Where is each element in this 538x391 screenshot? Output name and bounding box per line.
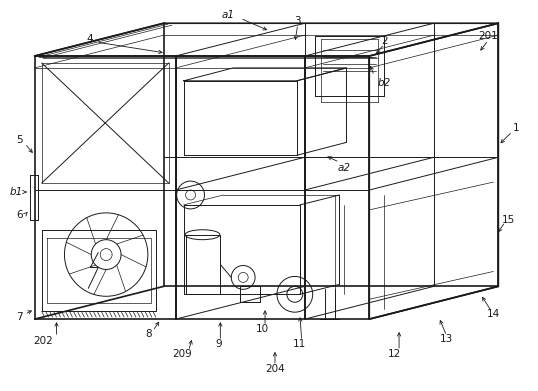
- Text: 14: 14: [487, 309, 500, 319]
- Text: b2: b2: [378, 78, 391, 88]
- Text: 13: 13: [440, 334, 454, 344]
- Text: 209: 209: [173, 349, 193, 359]
- Text: a2: a2: [338, 163, 351, 173]
- Text: b1: b1: [9, 187, 23, 197]
- Text: 1: 1: [513, 124, 520, 133]
- Text: 12: 12: [387, 349, 401, 359]
- Text: 3: 3: [294, 16, 301, 26]
- Text: 10: 10: [256, 324, 268, 334]
- Text: a1: a1: [222, 10, 235, 20]
- Text: 6: 6: [17, 210, 23, 220]
- Text: 4: 4: [86, 34, 93, 44]
- Text: 5: 5: [17, 135, 23, 145]
- Text: 7: 7: [17, 312, 23, 322]
- Text: 204: 204: [265, 364, 285, 374]
- Text: 11: 11: [293, 339, 307, 349]
- Text: 9: 9: [215, 339, 222, 349]
- Text: 201: 201: [479, 31, 498, 41]
- Text: 202: 202: [34, 336, 53, 346]
- Text: 8: 8: [146, 329, 152, 339]
- Text: 2: 2: [381, 36, 387, 46]
- Text: 15: 15: [501, 215, 515, 225]
